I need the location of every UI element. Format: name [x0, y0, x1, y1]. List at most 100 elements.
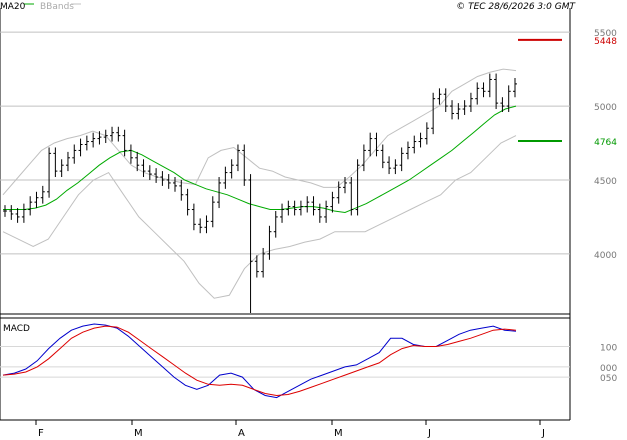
ohlc-bar: [242, 144, 247, 186]
ohlc-bar: [191, 203, 196, 231]
ohlc-bar: [179, 179, 184, 201]
ohlc-bar: [450, 100, 455, 120]
ohlc-bar: [254, 255, 259, 278]
ohlc-bar: [223, 166, 228, 189]
ohlc-bar: [261, 247, 266, 278]
ohlc-bar: [399, 147, 404, 172]
ohlc-bar: [481, 82, 486, 98]
ohlc-bar: [160, 171, 165, 186]
ohlc-bar: [311, 196, 316, 216]
ohlc-bar: [374, 132, 379, 157]
macd-y-tick-label: 050: [600, 374, 617, 384]
ohlc-bar: [462, 100, 467, 115]
ohlc-bar: [116, 126, 121, 142]
ohlc-bar: [217, 177, 222, 209]
ohlc-bar: [65, 151, 70, 172]
copyright-timestamp: © TEC 28/6/2026 3:0 GMT: [456, 2, 576, 12]
bbands-legend-label: BBands: [40, 2, 74, 12]
ohlc-bar: [273, 211, 278, 238]
ohlc-bar: [443, 88, 448, 112]
x-tick-label: F: [38, 428, 44, 439]
ohlc-bar: [292, 200, 297, 216]
ohlc-bar: [361, 144, 366, 172]
price-y-tick-label: 5500: [594, 29, 617, 39]
ohlc-bar: [387, 156, 392, 175]
ma20-legend-label: MA20: [0, 2, 26, 12]
ohlc-bar: [437, 88, 442, 105]
macd-y-tick-label: 100: [600, 344, 617, 354]
macd-line: [2, 323, 517, 399]
ma20-line: [3, 105, 517, 214]
x-tick-label: A: [238, 428, 245, 439]
ohlc-bar: [468, 92, 473, 112]
ohlc-bar: [103, 129, 108, 144]
ohlc-bar: [91, 132, 96, 148]
ohlc-bar: [122, 129, 127, 157]
price-y-tick-label: 5000: [594, 103, 617, 113]
ohlc-bar: [305, 196, 310, 213]
ohlc-bar: [349, 177, 354, 216]
ohlc-bar: [487, 73, 492, 98]
ohlc-bar: [166, 174, 171, 189]
ohlc-bar: [97, 131, 102, 145]
ohlc-bar: [204, 215, 209, 234]
price-levels: 5448 4764: [518, 37, 617, 148]
ohlc-bar: [110, 126, 115, 142]
macd-y-tick-label: 000: [600, 364, 617, 374]
macd-gridlines: [0, 346, 570, 378]
ohlc-bar: [267, 225, 272, 260]
x-tick-label: M: [334, 428, 343, 439]
ohlc-bar: [185, 188, 190, 216]
ohlc-bar: [173, 177, 177, 192]
ohlc-bar: [513, 77, 517, 98]
ohlc-bar: [248, 174, 253, 313]
ohlc-bar: [368, 132, 373, 157]
ohlc-bar: [141, 159, 146, 178]
ohlc-bar: [3, 205, 7, 217]
ohlc-bar: [298, 200, 303, 216]
ohlc-bar: [424, 122, 429, 145]
macd-panel-title: MACD: [3, 324, 30, 334]
ohlc-bar: [47, 147, 52, 198]
bollinger-upper-band: [2, 68, 517, 196]
price-level-label: 5448: [594, 37, 617, 47]
ohlc-bar: [330, 191, 335, 213]
ohlc-bar: [343, 177, 347, 194]
price-level-label: 4764: [594, 138, 617, 148]
ohlc-bar: [135, 151, 140, 172]
ohlc-bar: [34, 191, 39, 209]
ohlc-bar: [210, 196, 215, 228]
ohlc-bar: [235, 144, 240, 172]
ohlc-bar: [393, 159, 398, 175]
ohlc-bar: [72, 144, 77, 164]
ohlc-bar: [456, 103, 461, 120]
price-y-tick-label: 4000: [594, 251, 617, 261]
ohlc-bar: [506, 85, 511, 112]
ohlc-bar: [40, 185, 45, 204]
ohlc-bar: [147, 165, 152, 180]
x-tick-label: J: [427, 428, 431, 439]
ohlc-bar: [286, 200, 291, 216]
ohlc-bar: [59, 159, 64, 178]
price-y-tick-label: 4500: [594, 177, 617, 187]
ohlc-bar: [229, 159, 234, 179]
ohlc-bar: [21, 203, 26, 223]
ohlc-bar: [28, 196, 33, 216]
ohlc-bar: [380, 144, 385, 169]
ohlc-bar: [198, 218, 203, 234]
ohlc-bar: [475, 82, 480, 105]
ohlc-bar: [431, 92, 436, 135]
bollinger-lower-band: [2, 135, 517, 299]
ohlc-bar: [418, 132, 423, 148]
ohlc-bar: [317, 203, 322, 223]
ohlc-bar: [494, 73, 499, 110]
ohlc-bars: [3, 73, 517, 313]
ohlc-bar: [9, 205, 14, 220]
ohlc-bar: [15, 208, 20, 223]
ohlc-bar: [78, 138, 83, 157]
ohlc-bar: [405, 141, 410, 160]
ohlc-bar: [412, 135, 417, 154]
ohlc-bar: [336, 181, 341, 204]
